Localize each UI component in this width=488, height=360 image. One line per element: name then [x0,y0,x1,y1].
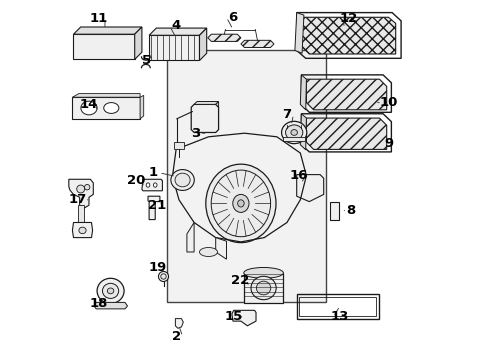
Ellipse shape [244,267,283,278]
Polygon shape [300,75,306,110]
Polygon shape [175,319,183,328]
Polygon shape [149,35,199,60]
Polygon shape [72,97,140,119]
Ellipse shape [281,121,306,144]
Text: 15: 15 [224,310,243,323]
Ellipse shape [161,274,166,279]
Ellipse shape [97,278,124,303]
Polygon shape [140,95,143,119]
Polygon shape [199,28,206,60]
Polygon shape [329,202,338,220]
Text: 12: 12 [339,12,357,24]
Text: 17: 17 [69,193,87,206]
Text: 4: 4 [171,19,181,32]
Polygon shape [296,175,323,202]
Polygon shape [283,137,305,141]
Ellipse shape [81,101,97,115]
Text: 16: 16 [289,169,307,182]
Polygon shape [148,196,160,220]
Ellipse shape [102,283,119,298]
Text: 1: 1 [148,166,157,179]
Polygon shape [231,310,256,326]
Polygon shape [72,94,140,97]
Ellipse shape [79,227,86,234]
Polygon shape [69,179,93,208]
Polygon shape [191,104,218,132]
Polygon shape [300,114,306,150]
Ellipse shape [158,271,168,282]
Text: 19: 19 [149,261,167,274]
Ellipse shape [256,281,270,295]
Polygon shape [244,273,283,303]
Text: 3: 3 [191,127,200,140]
Polygon shape [306,79,386,110]
Ellipse shape [107,288,114,294]
Ellipse shape [103,103,119,113]
Text: 14: 14 [80,98,98,111]
Ellipse shape [237,200,244,207]
Polygon shape [72,222,92,238]
Polygon shape [302,17,395,54]
Ellipse shape [205,164,275,243]
Polygon shape [186,222,194,252]
Text: 21: 21 [148,199,166,212]
Text: 6: 6 [228,11,237,24]
Polygon shape [306,118,386,149]
Ellipse shape [153,183,157,187]
Text: 22: 22 [231,274,249,287]
Text: 8: 8 [346,204,355,217]
Text: 5: 5 [142,54,151,67]
Bar [299,297,375,316]
Text: 9: 9 [383,137,392,150]
Ellipse shape [175,173,190,187]
Bar [167,50,325,302]
Ellipse shape [146,183,149,187]
Polygon shape [241,40,273,48]
Ellipse shape [84,185,90,190]
Polygon shape [149,28,206,35]
Ellipse shape [199,248,217,256]
Polygon shape [194,102,218,104]
Text: 2: 2 [171,330,180,343]
Ellipse shape [232,194,248,212]
Text: 18: 18 [89,297,108,310]
Ellipse shape [250,276,276,300]
Polygon shape [78,205,84,223]
Text: 20: 20 [127,174,145,187]
Polygon shape [134,27,142,59]
Polygon shape [294,13,303,53]
Text: 13: 13 [330,310,348,323]
Polygon shape [73,27,142,34]
Polygon shape [94,302,127,309]
Ellipse shape [290,130,297,135]
Text: 10: 10 [379,96,397,109]
Polygon shape [215,238,226,259]
Polygon shape [142,179,162,191]
Polygon shape [73,34,134,59]
Polygon shape [207,34,241,41]
Ellipse shape [77,185,84,193]
Text: 11: 11 [89,12,108,24]
Polygon shape [174,142,183,149]
Bar [296,294,378,319]
Ellipse shape [170,170,194,190]
Polygon shape [215,102,218,107]
Ellipse shape [285,125,302,140]
Text: 7: 7 [282,108,291,121]
